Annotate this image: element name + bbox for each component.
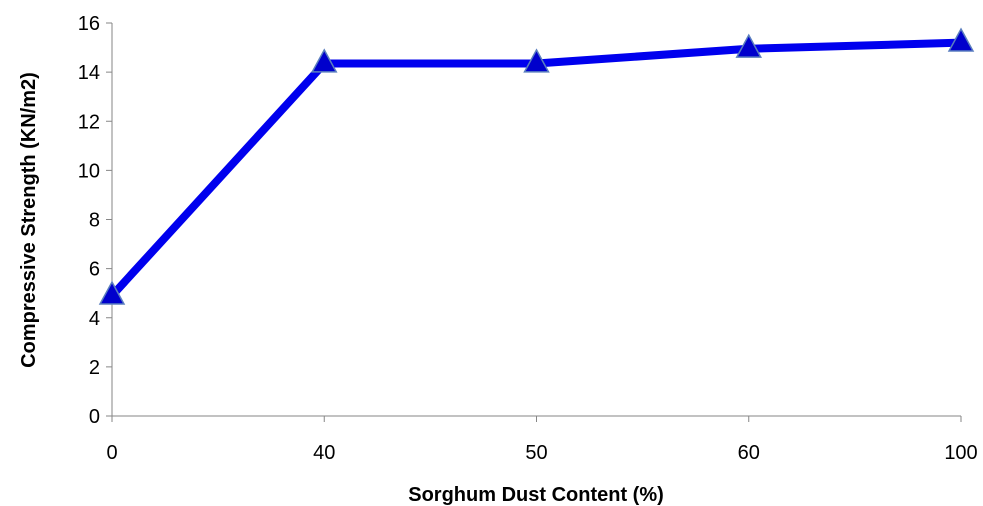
y-tick-label: 10 bbox=[78, 160, 100, 182]
y-tick-label: 14 bbox=[78, 62, 100, 84]
x-tick-label: 50 bbox=[525, 442, 547, 464]
y-tick-label: 2 bbox=[89, 357, 100, 379]
y-tick-label: 16 bbox=[78, 13, 100, 35]
data-point-triangle bbox=[98, 280, 126, 305]
y-axis-title: Compressive Strength (KN/m2) bbox=[18, 72, 40, 368]
data-point-triangle bbox=[735, 33, 763, 58]
y-tick-label: 8 bbox=[89, 210, 100, 232]
y-tick-label: 0 bbox=[89, 406, 100, 428]
x-axis-title: Sorghum Dust Content (%) bbox=[408, 484, 664, 506]
data-point-triangle bbox=[310, 48, 338, 73]
x-tick-label: 60 bbox=[738, 442, 760, 464]
x-tick-label: 40 bbox=[313, 442, 335, 464]
x-tick-label: 0 bbox=[106, 442, 117, 464]
y-tick-label: 4 bbox=[89, 308, 100, 330]
series bbox=[98, 27, 975, 305]
y-tick-label: 6 bbox=[89, 259, 100, 281]
data-point-triangle bbox=[523, 48, 550, 73]
x-axis: 0 40 50 60 100 bbox=[106, 415, 978, 464]
series-line bbox=[108, 38, 965, 300]
x-tick-label: 100 bbox=[944, 442, 977, 464]
y-tick-label: 12 bbox=[78, 111, 100, 133]
y-axis: 0 2 4 6 8 10 12 14 16 bbox=[78, 13, 113, 428]
data-point-triangle bbox=[947, 27, 975, 52]
